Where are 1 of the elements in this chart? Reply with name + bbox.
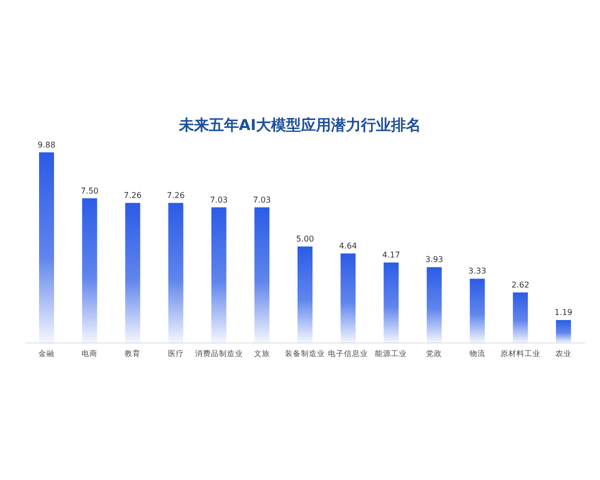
- title: 未来五年AI大模型应用潜力行业排名: [178, 116, 422, 134]
